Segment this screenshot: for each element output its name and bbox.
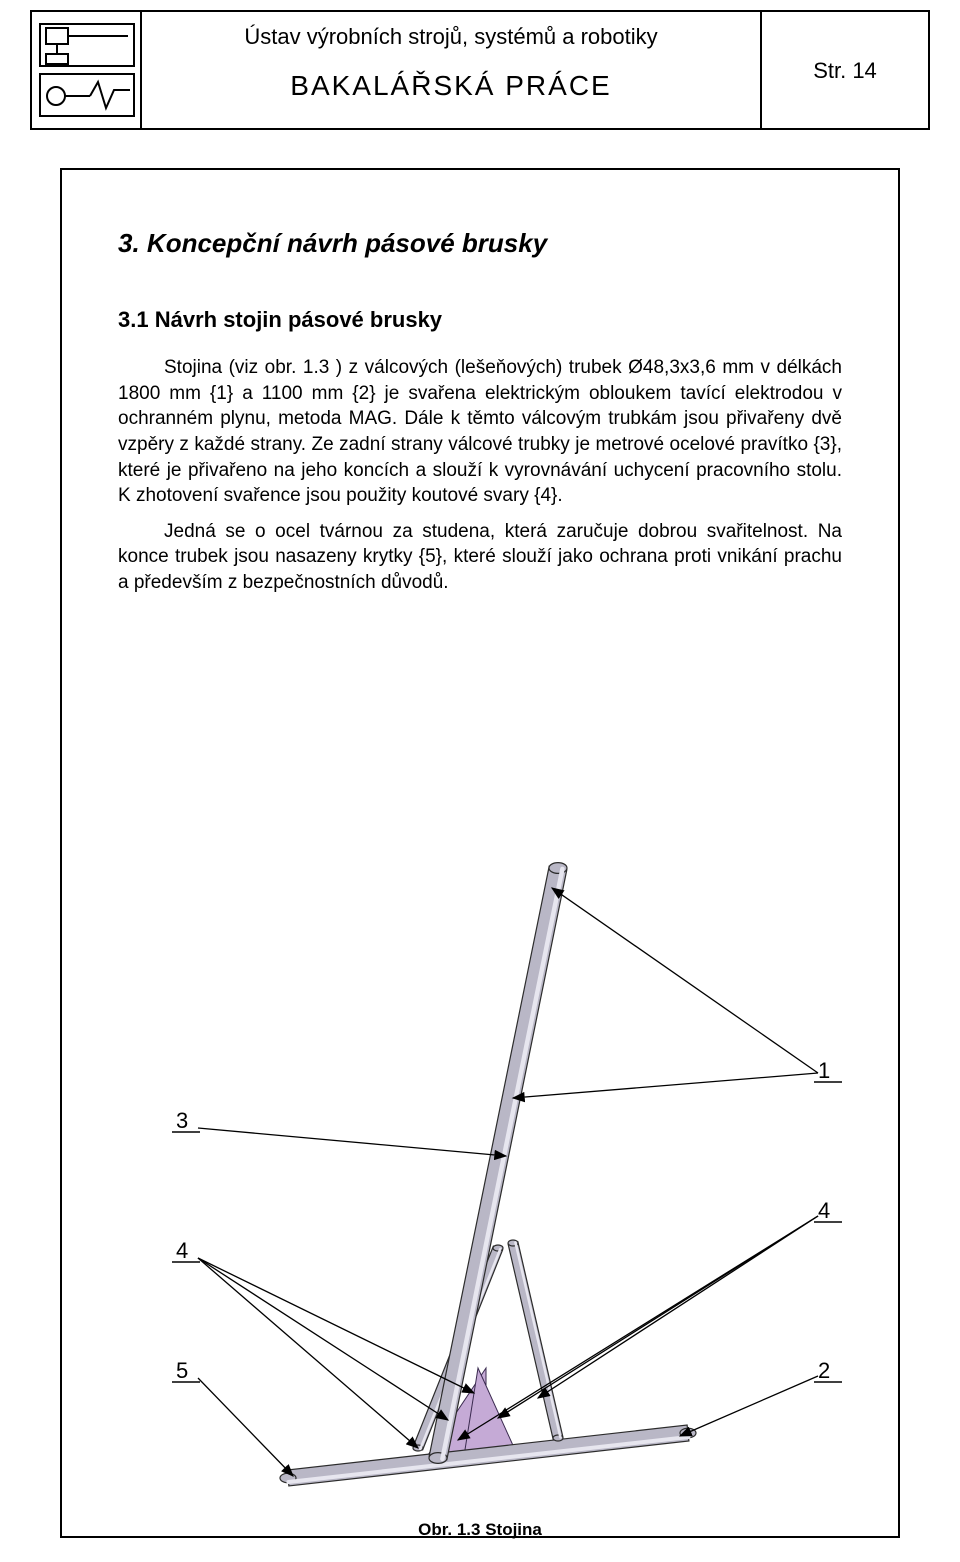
content-frame: 3. Koncepční návrh pásové brusky 3.1 Náv… (60, 168, 900, 1538)
institution-logo (32, 12, 142, 128)
page-number: Str. 14 (762, 58, 928, 84)
logo-svg (32, 12, 142, 128)
title-block: Ústav výrobních strojů, systémů a roboti… (30, 10, 930, 130)
paragraph-2: Jedná se o ocel tvárnou za studena, kter… (118, 519, 842, 596)
institute-name: Ústav výrobních strojů, systémů a roboti… (142, 24, 760, 50)
paragraph-1: Stojina (viz obr. 1.3 ) z válcových (leš… (118, 355, 842, 509)
svg-text:4: 4 (818, 1198, 830, 1223)
figure-caption: Obr. 1.3 Stojina (118, 1520, 842, 1540)
subsection-number: 3.1 (118, 307, 149, 332)
section-number: 3. (118, 228, 140, 258)
svg-text:2: 2 (818, 1358, 830, 1383)
thesis-type: BAKALÁŘSKÁ PRÁCE (142, 70, 760, 102)
page-number-cell: Str. 14 (762, 12, 928, 128)
content-body: 3. Koncepční návrh pásové brusky 3.1 Náv… (118, 228, 842, 606)
svg-text:5: 5 (176, 1358, 188, 1383)
section-title: Koncepční návrh pásové brusky (147, 228, 547, 258)
svg-text:1: 1 (818, 1058, 830, 1083)
figure-stojina: 1 3 4 4 5 2 Obr. 1.3 Stojina (118, 838, 842, 1558)
svg-text:3: 3 (176, 1108, 188, 1133)
subsection-title: Návrh stojin pásové brusky (155, 307, 442, 332)
title-block-center: Ústav výrobních strojů, systémů a roboti… (142, 12, 762, 128)
svg-text:4: 4 (176, 1238, 188, 1263)
section-heading: 3. Koncepční návrh pásové brusky (118, 228, 842, 259)
figure-svg: 1 3 4 4 5 2 (118, 838, 846, 1518)
subsection-heading: 3.1 Návrh stojin pásové brusky (118, 307, 842, 333)
